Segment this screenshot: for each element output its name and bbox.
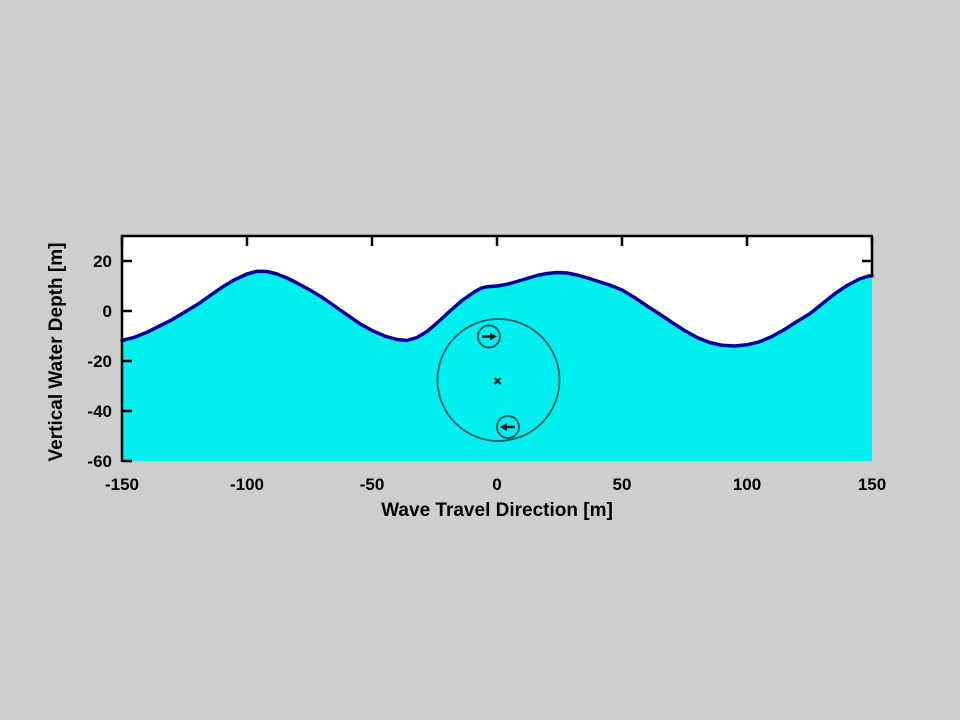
x-tick-label: 150 (858, 475, 886, 494)
y-tick-label: 0 (103, 302, 112, 321)
y-tick-label: 20 (93, 252, 112, 271)
x-tick-label: 100 (733, 475, 761, 494)
axis-ticks (120, 237, 874, 463)
y-tick-label: -20 (87, 352, 112, 371)
y-tick-label: -60 (87, 452, 112, 471)
x-tick-label: -50 (360, 475, 385, 494)
orbit-circle (436, 318, 561, 442)
x-tick-label: 0 (492, 475, 501, 494)
x-tick-label: -150 (105, 475, 139, 494)
orbit-center-marker (493, 377, 502, 385)
particle-velocity-arrow-head (490, 332, 497, 341)
particle-circle-top (477, 324, 501, 349)
particle-orbit-group (436, 318, 561, 442)
y-tick-label: -40 (87, 402, 112, 421)
x-tick-label: 50 (613, 475, 632, 494)
wave-surface-line (120, 269, 874, 348)
particle-circle-bottom (496, 415, 520, 439)
x-tick-label: -100 (230, 475, 264, 494)
y-axis-label: Vertical Water Depth [m] (46, 243, 67, 462)
x-axis-label: Wave Travel Direction [m] (381, 500, 613, 521)
water-fill (122, 271, 872, 461)
particle-velocity-arrow-head (500, 423, 507, 431)
